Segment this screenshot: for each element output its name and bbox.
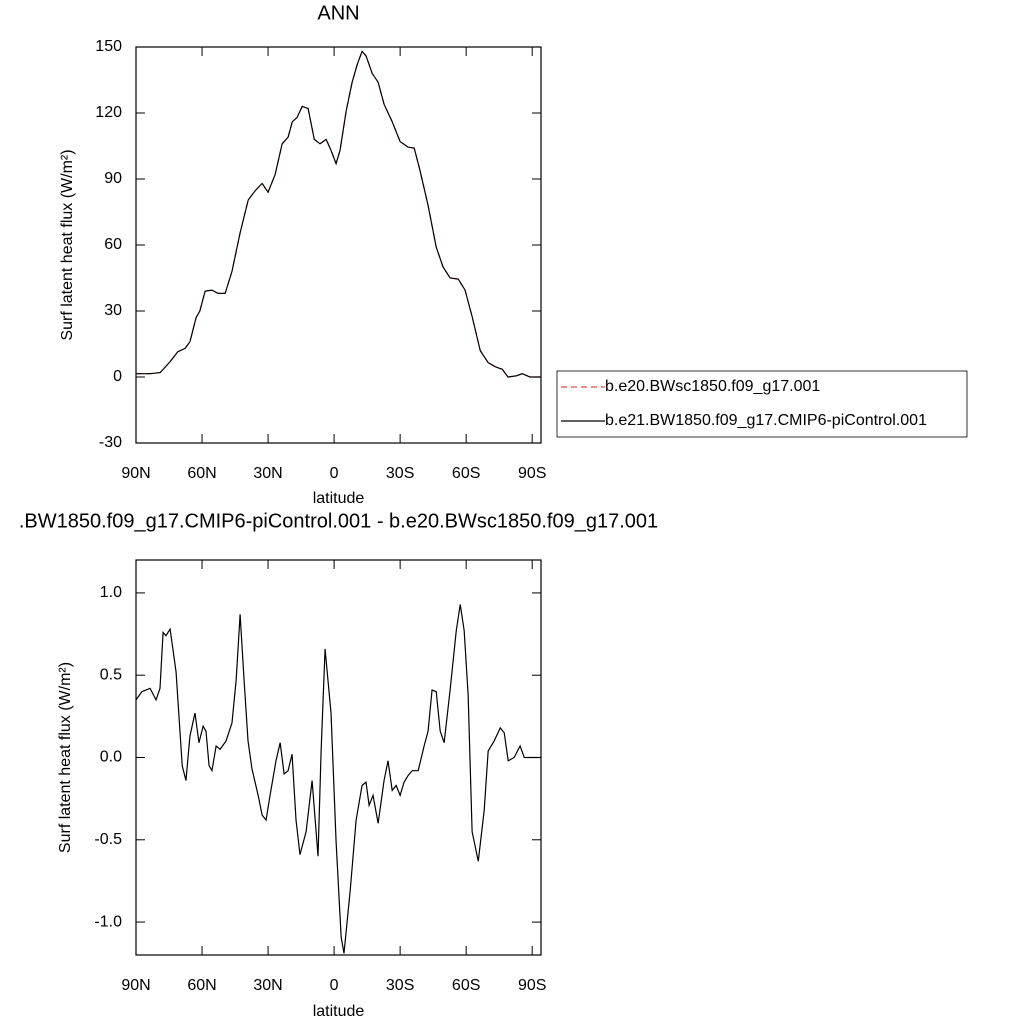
y-tick-label: 0 (113, 368, 122, 385)
x-axis-label: latitude (313, 1003, 365, 1020)
x-axis-label: latitude (313, 490, 365, 507)
y-axis-label: Surf latent heat flux (W/m²) (59, 149, 76, 340)
y-tick-label: -1.0 (94, 913, 122, 930)
x-tick-label: 0 (330, 465, 339, 482)
x-tick-label: 30N (253, 977, 282, 994)
y-tick-label: 30 (104, 302, 122, 319)
y-tick-label: 120 (95, 104, 122, 121)
y-tick-label: 0.0 (100, 749, 122, 766)
y-tick-label: 0.5 (100, 666, 122, 683)
y-tick-label: 150 (95, 38, 122, 55)
data-line (135, 604, 541, 954)
x-tick-label: 30S (386, 465, 414, 482)
data-line (136, 50, 541, 378)
legend-label: b.e21.BW1850.f09_g17.CMIP6-piControl.001 (605, 412, 927, 429)
data-line (136, 50, 541, 378)
y-tick-label: -30 (99, 434, 122, 451)
legend-box (556, 370, 968, 438)
plot-frame (135, 46, 542, 444)
x-tick-label: 30S (386, 977, 414, 994)
chart-title: ANN (317, 2, 359, 24)
x-tick-label: 90N (121, 977, 150, 994)
x-tick-label: 90S (518, 465, 546, 482)
x-tick-label: 60N (187, 977, 216, 994)
x-tick-label: 60S (452, 465, 480, 482)
chart-title: .BW1850.f09_g17.CMIP6-piControl.001 - b.… (19, 510, 658, 532)
y-tick-label: 1.0 (100, 584, 122, 601)
x-tick-label: 30N (253, 465, 282, 482)
legend-label: b.e20.BWsc1850.f09_g17.001 (605, 378, 820, 395)
x-tick-label: 90N (121, 465, 150, 482)
y-tick-label: 90 (104, 170, 122, 187)
x-tick-label: 60S (452, 977, 480, 994)
x-tick-label: 0 (330, 977, 339, 994)
y-tick-label: 60 (104, 236, 122, 253)
x-tick-label: 60N (187, 465, 216, 482)
legend: b.e20.BWsc1850.f09_g17.001 b.e21.BW1850.f… (556, 370, 968, 438)
x-tick-label: 90S (518, 977, 546, 994)
y-axis-label: Surf latent heat flux (W/m²) (57, 662, 74, 853)
y-tick-label: -0.5 (94, 831, 122, 848)
